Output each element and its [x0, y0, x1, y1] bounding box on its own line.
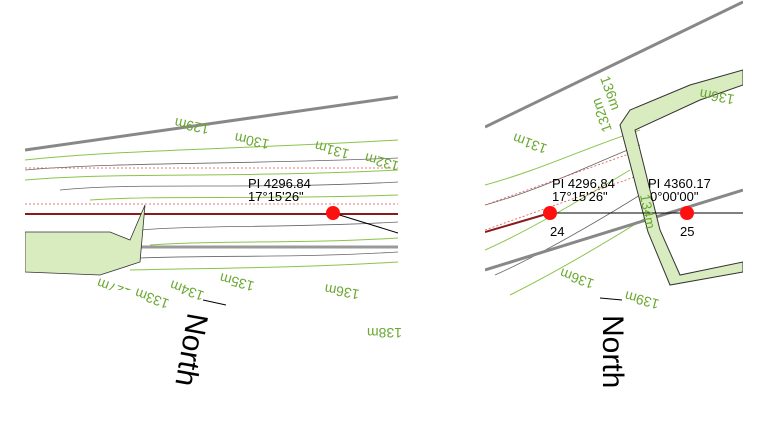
pi-label: PI 4296.84	[552, 176, 615, 191]
contour-label: 131m	[511, 130, 549, 157]
contour	[25, 139, 398, 161]
contour-label: 135m	[218, 270, 256, 295]
pi-number: 24	[550, 224, 564, 239]
pi-angle: 17°15'26"	[552, 189, 608, 204]
tangent	[332, 212, 398, 234]
north-label: North	[596, 315, 629, 388]
contour	[89, 194, 398, 201]
pi-point	[326, 206, 340, 220]
pi-point	[680, 206, 694, 220]
pi-angle: 17°15'26"	[248, 189, 304, 204]
contour-label: 134m	[637, 193, 659, 230]
contour-label: 136m	[323, 281, 360, 303]
contour	[25, 157, 398, 171]
contour	[129, 261, 398, 271]
pi-point	[543, 206, 557, 220]
contour-label: 127m	[95, 275, 133, 302]
contour-label: 136m	[558, 265, 596, 292]
contour	[494, 194, 641, 276]
contour-label: 131m	[313, 138, 351, 163]
contour-label: 138m	[367, 325, 402, 341]
alignment	[485, 212, 551, 233]
contour-label: 139m	[623, 288, 661, 313]
left-view: 129m 130m 131m 132m 127m PI 4296.84 17°1…	[25, 95, 398, 302]
pi-angle: 0°00'00"	[650, 189, 699, 204]
north-label: North	[168, 311, 213, 389]
edge-line	[25, 95, 398, 152]
contour	[149, 237, 398, 246]
contour	[139, 251, 398, 259]
contour-label: 130m	[233, 130, 271, 153]
edge-line	[485, 0, 743, 129]
right-view: 131m 132m 136m 136m 134m PI 4296.84 17°1…	[485, 0, 743, 296]
contour-label: 133m	[133, 285, 171, 312]
contour	[25, 169, 398, 181]
boundary	[485, 174, 641, 231]
pi-label: PI 4360.17	[648, 176, 711, 191]
north-arrow	[599, 297, 623, 301]
edge-line	[485, 188, 743, 272]
contour	[59, 181, 398, 191]
pi-label: PI 4296.84	[248, 176, 311, 191]
contour	[485, 129, 641, 186]
road	[25, 204, 146, 276]
contour-label: 134m	[168, 277, 206, 304]
contour-label: 129m	[173, 115, 211, 138]
pi-number: 25	[680, 224, 694, 239]
contour	[139, 221, 398, 231]
boundary	[485, 149, 641, 206]
north-arrow	[202, 299, 227, 306]
contour-label: 136m	[698, 86, 735, 108]
road	[619, 69, 743, 286]
